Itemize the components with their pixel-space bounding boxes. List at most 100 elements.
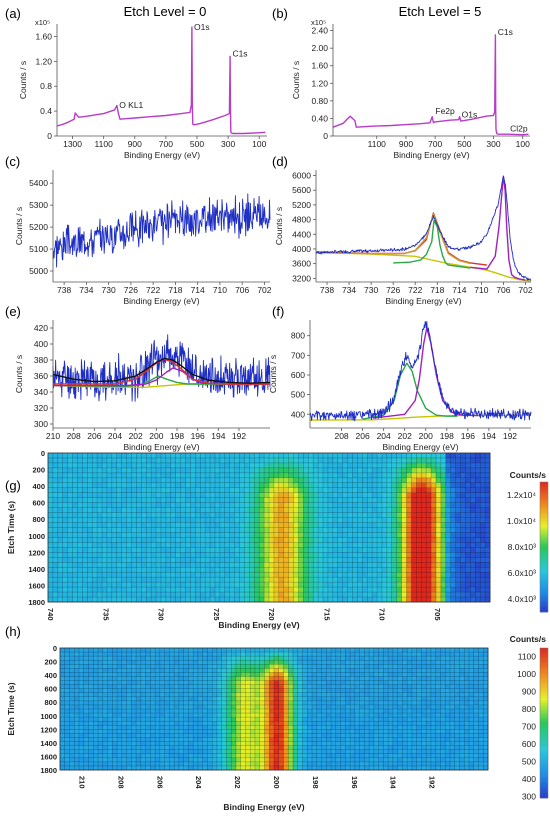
heatmap-cell	[214, 532, 221, 538]
heatmap-cell	[240, 684, 246, 689]
heatmap-cell	[293, 547, 299, 553]
heatmap-cell	[264, 680, 270, 685]
heatmap-cell	[470, 517, 476, 523]
heatmap-cell	[195, 597, 201, 603]
heatmap-cell	[195, 587, 201, 593]
heatmap-cell	[67, 453, 73, 459]
heatmap-cell	[146, 542, 152, 548]
heatmap-cell	[450, 482, 456, 489]
heatmap-cell	[264, 547, 270, 553]
heatmap-cell	[362, 477, 368, 484]
heatmap-cell	[386, 547, 393, 553]
heatmap-cell	[234, 462, 240, 469]
x-tick-label: 718	[168, 285, 182, 295]
heatmap-cell	[449, 692, 456, 698]
heatmap-cell	[318, 482, 324, 489]
heatmap-cell	[364, 648, 370, 653]
heatmap-cell	[121, 577, 127, 583]
heatmap-cell	[183, 668, 189, 673]
heatmap-cell	[151, 572, 157, 578]
heatmap-cell	[357, 457, 363, 464]
heatmap-cell	[102, 453, 108, 459]
heatmap-cell	[283, 664, 289, 669]
heatmap-cell	[57, 527, 64, 533]
heatmap-cell	[435, 692, 441, 698]
heatmap-cell	[136, 680, 142, 685]
heatmap-cell	[416, 462, 422, 469]
heatmap-cell	[151, 507, 157, 513]
heatmap-cell	[164, 700, 170, 706]
heatmap-cell	[401, 507, 407, 513]
heatmap-cell	[297, 672, 303, 677]
heatmap-cell	[440, 587, 447, 593]
heatmap-cell	[52, 492, 59, 498]
heatmap-cell	[229, 487, 235, 494]
heatmap-cell	[131, 709, 137, 714]
heatmap-cell	[426, 512, 432, 518]
heatmap-cell	[480, 497, 486, 503]
heatmap-cell	[254, 457, 260, 464]
heatmap-cell	[235, 684, 242, 689]
heatmap-cell	[221, 729, 227, 734]
heatmap-cell	[121, 704, 127, 710]
heatmap-cell	[224, 462, 231, 469]
heatmap-cell	[288, 717, 294, 722]
heatmap-cell	[308, 497, 314, 503]
heatmap-cell	[72, 552, 78, 558]
heatmap-cell	[321, 709, 327, 714]
heatmap-cell	[146, 572, 152, 578]
heatmap-cell	[416, 477, 422, 484]
heatmap-cell	[480, 597, 486, 603]
heatmap-cell	[406, 497, 412, 503]
heatmap-cell	[82, 547, 88, 553]
heatmap-cell	[82, 577, 88, 583]
heatmap-cell	[170, 562, 176, 568]
heatmap-cell	[111, 527, 118, 533]
heatmap-cell	[48, 557, 54, 563]
heatmap-cell	[244, 552, 250, 558]
heatmap-cell	[88, 696, 94, 702]
heatmap-cell	[98, 664, 104, 669]
heatmap-cell	[229, 597, 235, 603]
heatmap-cell	[180, 457, 186, 464]
heatmap-cell	[112, 672, 118, 677]
heatmap-cell	[288, 467, 294, 474]
x-tick-label: 730	[102, 285, 116, 295]
heatmap-cell	[470, 592, 476, 598]
heatmap-cell	[60, 660, 66, 665]
heatmap-cell	[193, 721, 199, 726]
heatmap-cell	[302, 721, 308, 726]
heatmap-cell	[67, 517, 73, 523]
heatmap-cell	[377, 542, 383, 548]
heatmap-cell	[308, 542, 314, 548]
heatmap-cell	[440, 532, 447, 538]
heatmap-cell	[340, 692, 346, 698]
heatmap-cell	[197, 704, 203, 710]
colorbar-segment	[540, 527, 548, 531]
x-tick-label: 720	[267, 608, 276, 621]
heatmap-cell	[151, 547, 157, 553]
heatmap-cell	[219, 517, 226, 523]
heatmap-cell	[57, 497, 64, 503]
heatmap-cell	[426, 547, 432, 553]
heatmap-cell	[407, 717, 413, 722]
heatmap-cell	[107, 725, 113, 730]
heatmap-cell	[126, 472, 132, 479]
heatmap-cell	[388, 660, 394, 665]
heatmap-cell	[440, 487, 447, 494]
heatmap-cell	[440, 567, 447, 573]
heatmap-cell	[193, 684, 199, 689]
heatmap-cell	[200, 537, 206, 543]
heatmap-cell	[249, 492, 255, 498]
heatmap-cell	[235, 648, 242, 653]
heatmap-cell	[205, 512, 211, 518]
heatmap-cell	[416, 700, 422, 706]
x-tick-label: 734	[342, 285, 356, 295]
heatmap-cell	[57, 557, 64, 563]
heatmap-cell	[273, 467, 280, 474]
heatmap-cell	[219, 562, 226, 568]
heatmap-cell	[165, 467, 172, 474]
heatmap-cell	[431, 492, 437, 498]
heatmap-cell	[283, 457, 289, 464]
heatmap-cell	[77, 552, 83, 558]
